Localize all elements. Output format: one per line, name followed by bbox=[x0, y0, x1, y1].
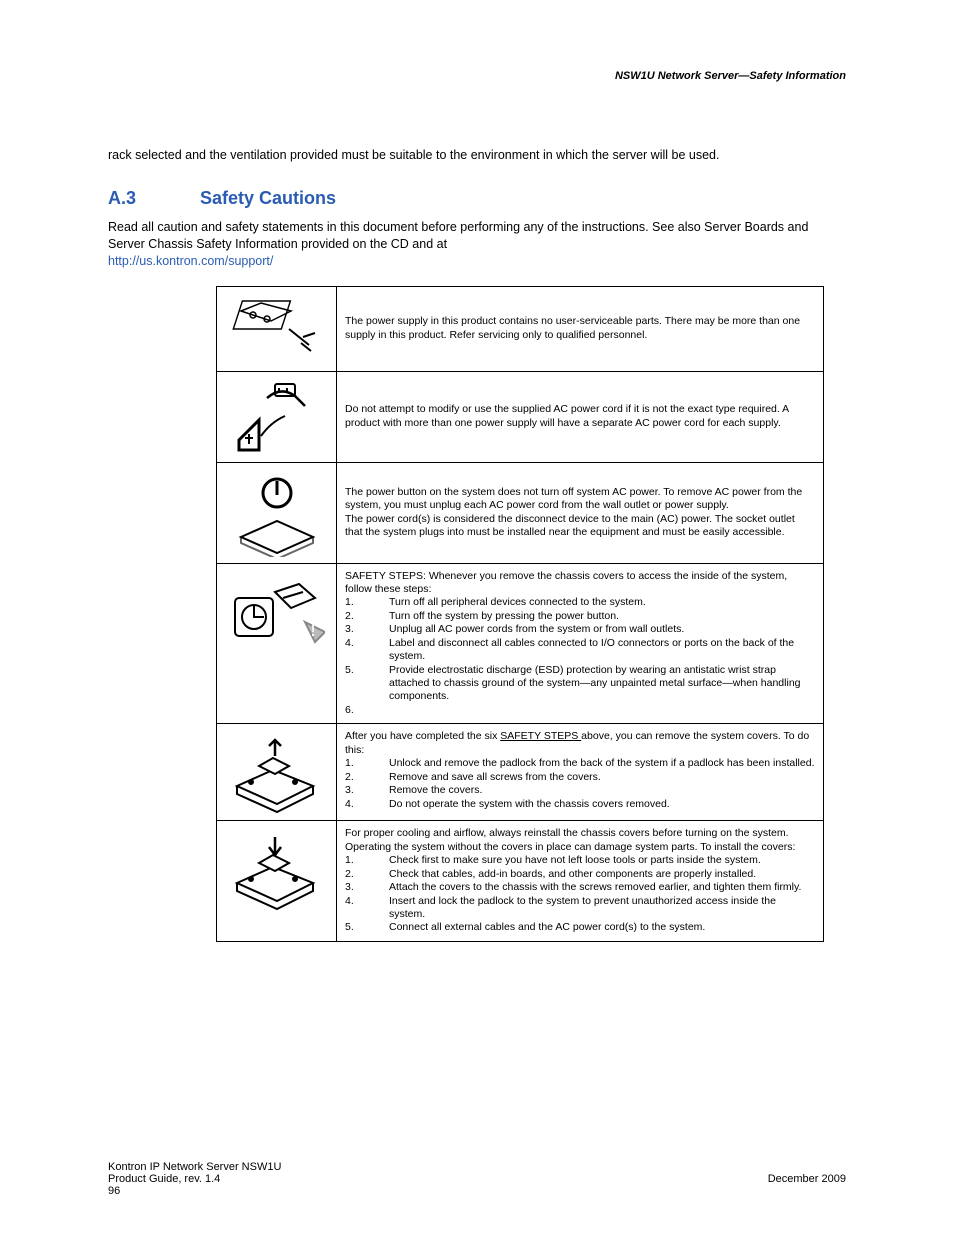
safety-cautions-table: The power supply in this product contain… bbox=[216, 286, 824, 942]
lead-paragraph: Read all caution and safety statements i… bbox=[108, 219, 846, 270]
power-icon bbox=[217, 462, 337, 563]
caution-text: For proper cooling and airflow, always r… bbox=[337, 821, 824, 942]
table-row: The power supply in this product contain… bbox=[217, 286, 824, 371]
support-link[interactable]: http://us.kontron.com/support/ bbox=[108, 254, 273, 268]
caution-text: The power supply in this product contain… bbox=[337, 286, 824, 371]
page-footer: Kontron IP Network Server NSW1U Product … bbox=[108, 1161, 846, 1197]
footer-revision: Product Guide, rev. 1.4 bbox=[108, 1173, 220, 1185]
caution-text: After you have completed the six SAFETY … bbox=[337, 724, 824, 821]
table-row: ! SAFETY STEPS: Whenever you remove the … bbox=[217, 563, 824, 724]
caution-text: Do not attempt to modify or use the supp… bbox=[337, 371, 824, 462]
psu-icon bbox=[217, 286, 337, 371]
caution-text: SAFETY STEPS: Whenever you remove the ch… bbox=[337, 563, 824, 724]
page-number: 96 bbox=[108, 1185, 846, 1197]
page-header: NSW1U Network Server—Safety Information bbox=[108, 70, 846, 82]
svg-text:!: ! bbox=[310, 619, 316, 641]
remove-cover-icon bbox=[217, 724, 337, 821]
table-row: For proper cooling and airflow, always r… bbox=[217, 821, 824, 942]
footer-date: December 2009 bbox=[768, 1173, 846, 1185]
continuation-paragraph: rack selected and the ventilation provid… bbox=[108, 147, 846, 164]
cord-icon bbox=[217, 371, 337, 462]
caution-text: The power button on the system does not … bbox=[337, 462, 824, 563]
section-heading: A.3Safety Cautions bbox=[108, 188, 846, 209]
table-row: After you have completed the six SAFETY … bbox=[217, 724, 824, 821]
open-chassis-icon: ! bbox=[217, 563, 337, 724]
table-row: Do not attempt to modify or use the supp… bbox=[217, 371, 824, 462]
section-number: A.3 bbox=[108, 188, 200, 209]
section-title: Safety Cautions bbox=[200, 188, 336, 208]
table-row: The power button on the system does not … bbox=[217, 462, 824, 563]
footer-product: Kontron IP Network Server NSW1U bbox=[108, 1161, 846, 1173]
install-cover-icon bbox=[217, 821, 337, 942]
